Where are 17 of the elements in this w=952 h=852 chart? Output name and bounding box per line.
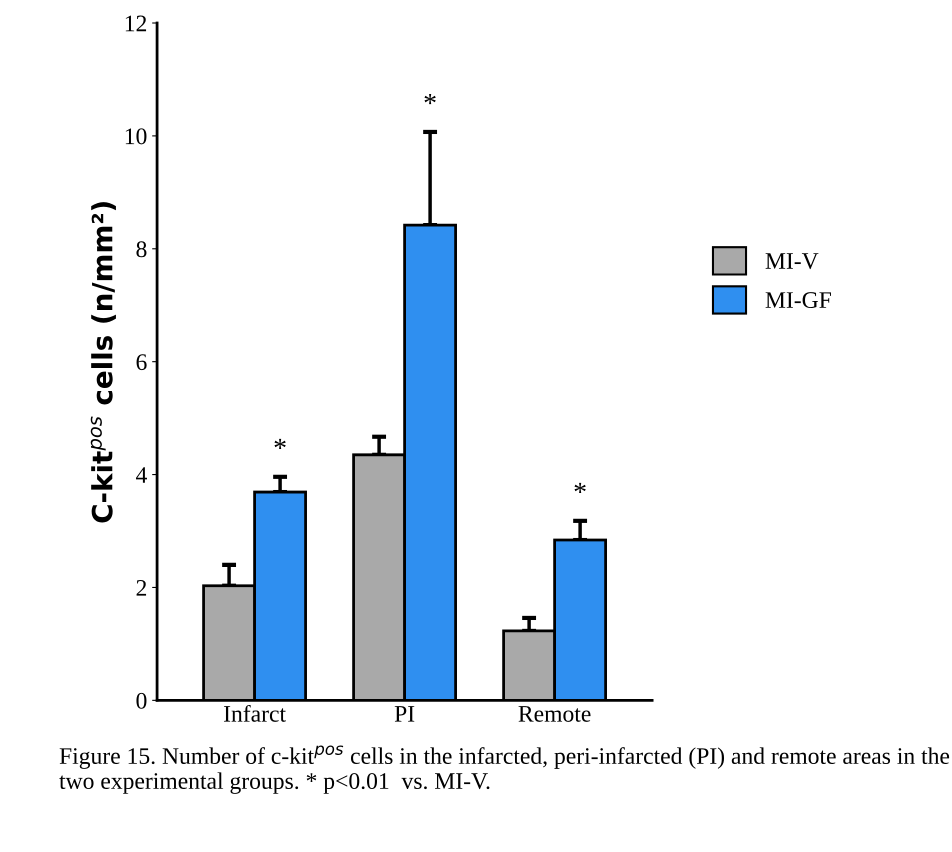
annotation: * (424, 94, 436, 104)
x-tick-label: PI (394, 706, 414, 722)
x-tick-label: Infarct (224, 704, 286, 722)
y-axis-title: C-kit$^{pos}$ cells (n/mm²) (90, 202, 116, 523)
legend-label: MI-V (766, 253, 818, 270)
legend-label: MI-GF (766, 292, 831, 308)
y-tick-label: 12 (126, 16, 146, 32)
y-tick-label: 0 (136, 692, 146, 709)
annotation: * (574, 482, 586, 494)
y-tick-label: 4 (136, 467, 147, 483)
caption: Figure 15. Number of c-kit$^{pos}$ cells in the infarcted, peri-infarcted (PI) and remote areas in the two experimental groups. * p<0.01 vs. MI-V. (59, 746, 950, 794)
y-tick-label: 8 (136, 241, 146, 258)
y-tick-label: 10 (126, 128, 146, 144)
x-tick-label: Remote (518, 706, 591, 722)
annotation: * (274, 438, 286, 450)
y-tick-label: 6 (136, 354, 147, 370)
y-tick-label: 2 (136, 580, 146, 596)
